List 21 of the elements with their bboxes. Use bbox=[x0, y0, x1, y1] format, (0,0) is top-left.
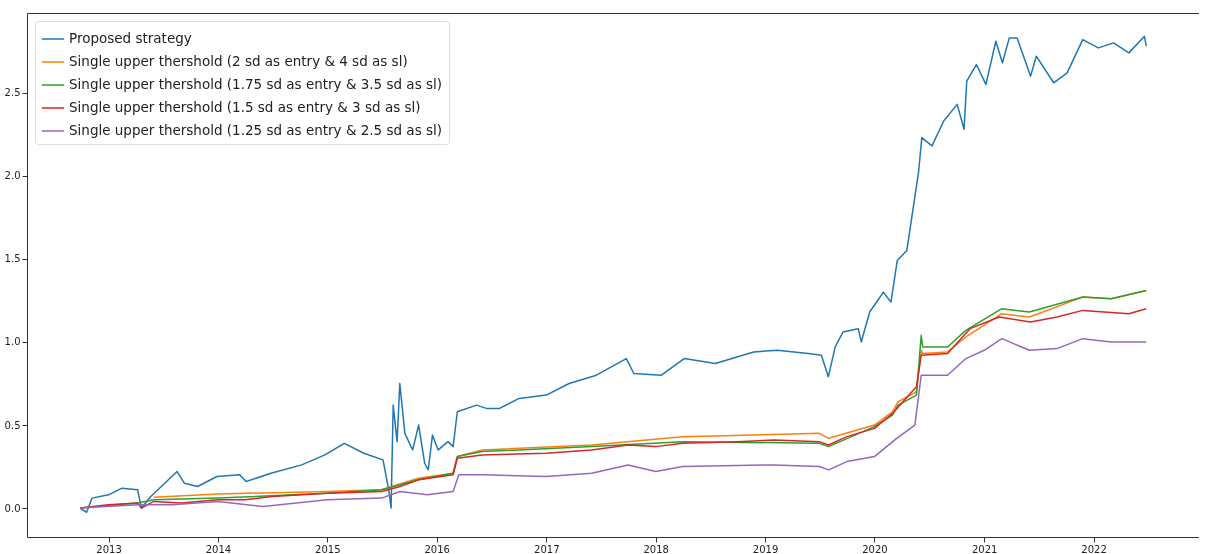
x-tick-label: 2021 bbox=[971, 543, 998, 554]
x-tick-label: 2019 bbox=[752, 543, 779, 554]
y-tick-label: 1.0 bbox=[4, 336, 21, 348]
x-tick-label: 2020 bbox=[862, 543, 888, 554]
legend-label: Single upper thershold (1.75 sd as entry & 3.5 sd as sl) bbox=[69, 76, 443, 92]
legend-label: Single upper thershold (2 sd as entry & 4 sd as sl) bbox=[69, 53, 408, 69]
y-tick-label: 1.5 bbox=[4, 253, 21, 265]
x-tick-label: 2015 bbox=[315, 543, 341, 554]
y-tick-label: 2.0 bbox=[4, 170, 21, 182]
x-tick-label: 2022 bbox=[1081, 543, 1107, 554]
legend-label: Proposed strategy bbox=[69, 30, 192, 46]
x-tick-label: 2018 bbox=[643, 543, 669, 554]
y-tick-label: 2.5 bbox=[4, 87, 21, 99]
x-tick-label: 2017 bbox=[534, 543, 560, 554]
x-tick-label: 2014 bbox=[205, 543, 232, 554]
x-tick-label: 2013 bbox=[96, 543, 122, 554]
y-tick-label: 0.0 bbox=[4, 502, 21, 514]
x-tick-label: 2016 bbox=[424, 543, 450, 554]
legend-label: Single upper thershold (1.5 sd as entry & 3 sd as sl) bbox=[69, 99, 421, 115]
y-tick-label: 0.5 bbox=[4, 419, 21, 431]
legend-label: Single upper thershold (1.25 sd as entry & 2.5 sd as sl) bbox=[69, 122, 443, 138]
